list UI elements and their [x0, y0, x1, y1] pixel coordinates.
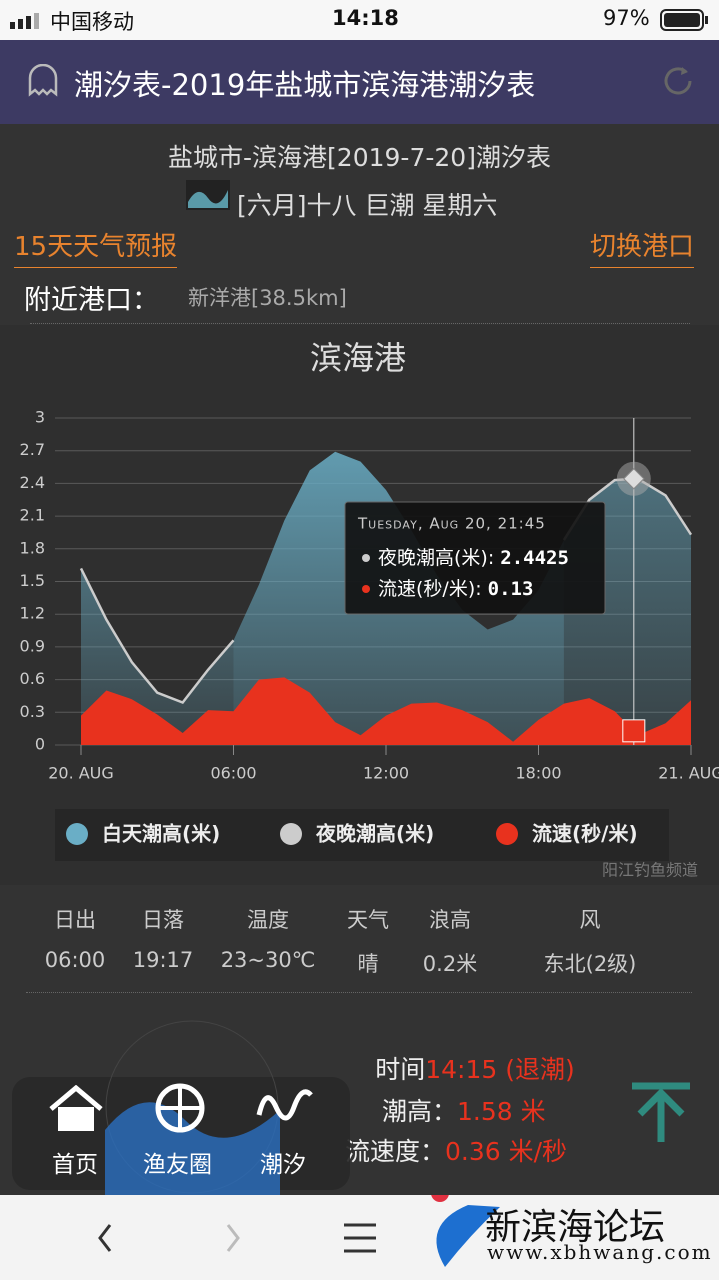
legend-label: 白天潮高(米): [102, 822, 220, 846]
info-header: 日落: [142, 908, 184, 932]
nav-moments[interactable]: 渔友圈: [143, 1152, 212, 1178]
moments-icon[interactable]: [155, 1083, 205, 1133]
legend-label: 夜晚潮高(米): [315, 822, 434, 846]
legend-swatch: [280, 823, 302, 845]
subtitle: 盐城市-滨海港[2019-7-20]潮汐表: [168, 143, 551, 172]
info-value: 19:17: [132, 948, 194, 972]
tooltip: [344, 501, 606, 615]
legend-label: 流速(秒/米): [532, 822, 638, 846]
switch-port-link[interactable]: 切换港口: [590, 226, 695, 268]
y-tick-label: 2.4: [20, 473, 45, 492]
legend-swatch: [66, 823, 88, 845]
logo-name: 新滨海论坛: [485, 1207, 666, 1248]
nearby-port[interactable]: 新洋港[38.5km]: [188, 286, 347, 310]
tide-icon[interactable]: [256, 1085, 314, 1129]
info-value: 23~30℃: [220, 948, 316, 972]
y-tick-label: 3: [35, 408, 45, 427]
x-tick-label: 12:00: [363, 764, 409, 783]
tooltip-value: 2.4425: [500, 547, 569, 569]
info-header: 浪高: [429, 908, 471, 932]
status-bar: [0, 0, 719, 40]
moon-thumbnail: [186, 180, 230, 210]
home-icon[interactable]: [48, 1085, 104, 1135]
y-tick-label: 1.8: [20, 538, 45, 557]
tooltip-label: 流速(秒/米):: [378, 578, 488, 600]
current-speed: 流速度：0.36 米/秒: [345, 1132, 567, 1168]
speed-area: [81, 677, 691, 745]
header-icon: [28, 64, 58, 97]
tooltip-value: 0.13: [488, 578, 534, 600]
label: 流速度：: [345, 1137, 446, 1166]
info-header: 温度: [247, 908, 289, 932]
menu-button[interactable]: [344, 1223, 376, 1253]
tooltip-row: 夜晚潮高(米): 2.4425: [378, 547, 569, 569]
y-tick-label: 1.5: [20, 571, 45, 590]
header-title: 潮汐表-2019年盐城市滨海港潮汐表: [74, 68, 536, 102]
tooltip-title: Tuesday, Aug 20, 21:45: [357, 515, 546, 533]
x-tick-label: 06:00: [210, 764, 256, 783]
hover-marker: [622, 719, 646, 743]
logo-url: www.xbhwang.com: [487, 1240, 713, 1264]
y-tick-label: 2.7: [20, 440, 45, 459]
clock: 14:18: [332, 6, 399, 30]
forward-button[interactable]: [226, 1224, 240, 1252]
y-tick-label: 1.2: [20, 604, 45, 623]
night-line: [79, 567, 235, 704]
nearby-label: 附近港口：: [24, 285, 159, 316]
info-value: 0.2米: [422, 952, 478, 976]
lunar-date: [六月]十八 巨潮 星期六: [237, 191, 498, 220]
header-bar: [0, 40, 719, 124]
legend-swatch: [496, 823, 518, 845]
value: (退潮): [505, 1055, 575, 1084]
tooltip-label: 夜晚潮高(米):: [378, 547, 500, 569]
x-tick-label: 18:00: [515, 764, 561, 783]
battery-icon: [660, 9, 708, 31]
nav-tide[interactable]: 潮汐: [260, 1152, 306, 1178]
label: 时间: [375, 1055, 426, 1084]
label: 潮高：: [382, 1097, 458, 1126]
tooltip-dot: [362, 585, 370, 593]
current-height: 潮高：1.58 米: [382, 1092, 546, 1128]
info-value: 晴: [357, 952, 379, 976]
chart-title: 滨海港: [310, 339, 406, 377]
value: 14:15: [425, 1055, 498, 1084]
y-tick-label: 0.3: [20, 702, 45, 721]
value: 0.36 米/秒: [445, 1137, 568, 1166]
y-tick-label: 0: [35, 735, 45, 754]
tooltip-row: 流速(秒/米): 0.13: [378, 578, 533, 600]
info-header: 日出: [54, 908, 96, 932]
browser-buttons: [98, 1195, 500, 1267]
hover-marker: [623, 468, 645, 490]
info-value: 06:00: [44, 948, 106, 972]
divider: [26, 992, 692, 993]
x-tick-label: 20. AUG: [48, 764, 114, 783]
nav-home[interactable]: 首页: [52, 1152, 98, 1178]
info-value: 东北(2级): [543, 952, 637, 976]
info-header: 天气: [347, 908, 389, 932]
current-time: 时间14:15 (退潮): [345, 1050, 605, 1086]
back-button[interactable]: [98, 1224, 112, 1252]
scroll-top-button[interactable]: [628, 1082, 694, 1144]
value: 1.58 米: [457, 1097, 546, 1126]
credit: 阳江钓鱼频道: [602, 861, 698, 880]
chart: 滨海港 阳江钓鱼频道 0 0.3 0.6 0.9 1.2 1.5 1.8 2.1 2.4 2.7 3…: [0, 325, 719, 885]
info-header: 风: [579, 908, 601, 932]
y-tick-label: 0.6: [20, 669, 45, 688]
refresh-button[interactable]: [660, 63, 696, 99]
carrier: 中国移动: [50, 10, 134, 34]
battery-text: 97%: [603, 6, 650, 30]
y-tick-label: 2.1: [20, 506, 45, 525]
divider: [30, 323, 690, 324]
tooltip-dot: [362, 554, 370, 562]
signal-icon: [10, 13, 39, 29]
weather-link[interactable]: 15天天气预报: [14, 226, 178, 268]
x-tick-label: 21. AUG: [658, 764, 719, 783]
legend: [55, 809, 669, 861]
y-tick-label: 0.9: [20, 636, 45, 655]
